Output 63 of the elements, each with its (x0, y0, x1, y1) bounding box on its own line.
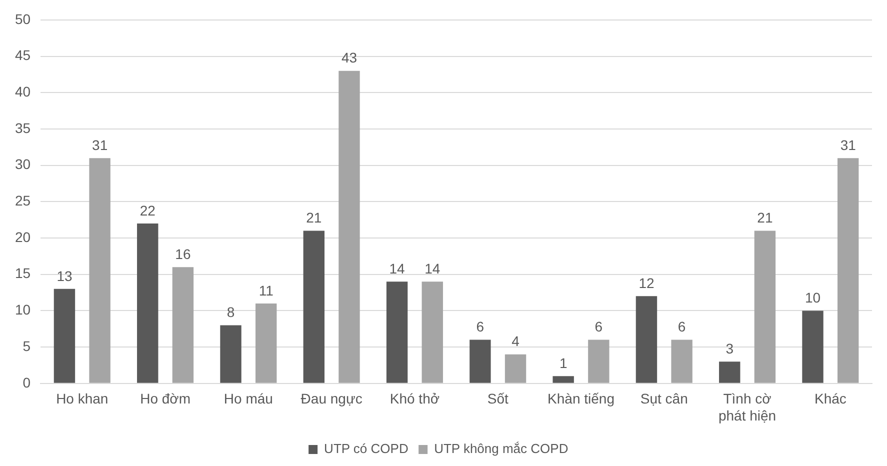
data-label: 12 (638, 275, 654, 292)
bar (802, 310, 824, 383)
bar (137, 224, 158, 383)
x-tick-label: Sốt (487, 390, 508, 407)
data-label: 21 (757, 210, 773, 226)
legend-label: UTP không mắc COPD (434, 441, 568, 456)
y-tick-label: 20 (14, 228, 31, 245)
bar (671, 340, 692, 383)
y-tick-label: 30 (14, 156, 31, 172)
bar (338, 70, 360, 383)
data-label: 3 (726, 340, 734, 356)
data-label: 6 (594, 318, 603, 335)
x-tick-label: Ho khan (56, 390, 108, 407)
bar (54, 288, 76, 383)
y-tick-label: 50 (14, 10, 31, 27)
data-label: 13 (56, 268, 72, 284)
data-label: 14 (424, 260, 440, 277)
data-label: 4 (512, 333, 520, 350)
y-tick-label: 25 (14, 192, 31, 209)
data-label: 31 (92, 136, 108, 153)
y-tick-label: 5 (22, 338, 31, 354)
x-tick-label: Ho đờm (140, 390, 190, 407)
x-tick-label: Khó thở (390, 390, 440, 407)
data-label: 8 (226, 304, 235, 320)
bar (719, 362, 740, 383)
data-label: 11 (258, 282, 274, 298)
bar (837, 158, 859, 383)
data-label: 43 (341, 50, 358, 66)
data-label: 1 (559, 354, 568, 371)
bar (422, 282, 443, 383)
data-label: 22 (140, 202, 156, 218)
y-tick-label: 0 (22, 374, 31, 390)
data-label: 16 (175, 246, 191, 262)
x-tick-label: Đau ngực (300, 390, 362, 407)
y-tick-label: 40 (14, 84, 31, 100)
data-label: 31 (840, 136, 856, 153)
bar (303, 230, 325, 383)
y-tick-label: 10 (14, 302, 31, 318)
y-tick-label: 45 (14, 47, 31, 64)
x-tick-label: Khàn tiếng (548, 390, 614, 407)
data-label: 10 (804, 290, 821, 306)
bar (636, 296, 658, 383)
data-label: 6 (476, 318, 484, 335)
bar (172, 267, 194, 383)
x-tick-label: Tình cờ phát hiện (718, 390, 776, 424)
bar (386, 282, 408, 383)
y-tick-label: 15 (14, 265, 31, 282)
x-tick-label: Khác (814, 390, 846, 407)
bar (588, 340, 610, 383)
bar (255, 303, 277, 383)
y-tick-label: 35 (14, 120, 31, 136)
bar (470, 340, 491, 383)
bar (220, 325, 242, 383)
bar (504, 354, 526, 383)
legend-label: UTP có COPD (324, 441, 408, 456)
bar (89, 158, 110, 383)
data-label: 21 (306, 210, 322, 226)
bar (552, 376, 574, 383)
data-label: 14 (389, 260, 406, 277)
data-label: 6 (678, 318, 686, 335)
bar (754, 230, 776, 383)
x-tick-label: Sụt cân (640, 390, 688, 407)
x-tick-label: Ho máu (224, 390, 273, 407)
